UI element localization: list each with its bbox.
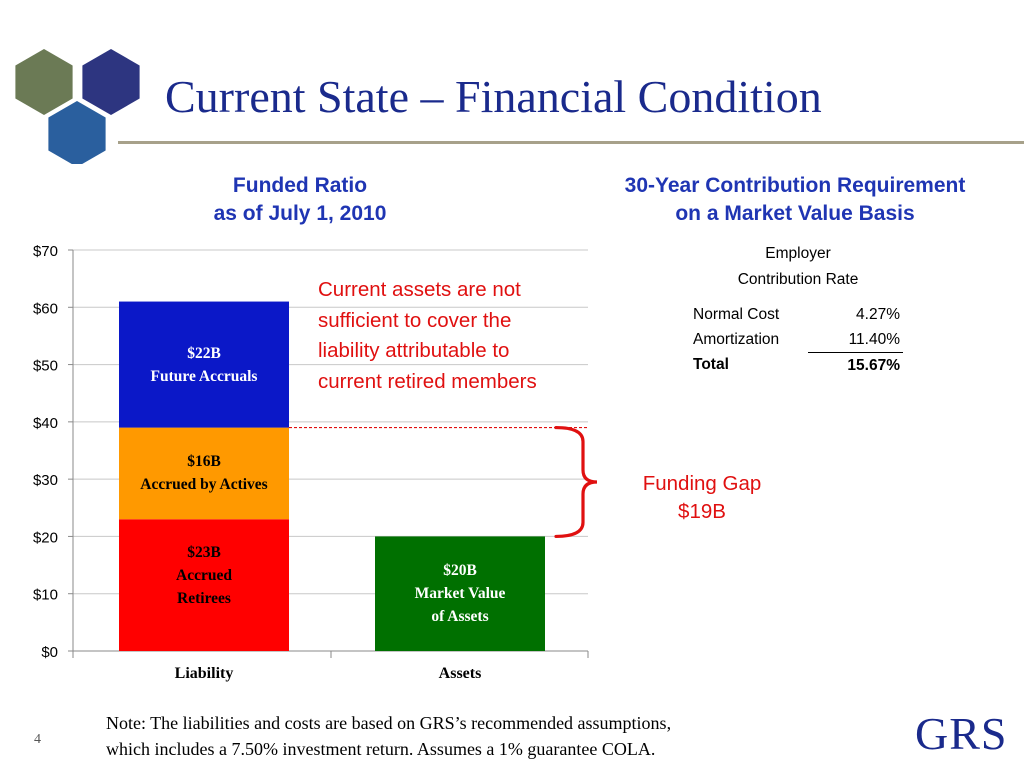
row-label: Amortization	[693, 330, 780, 348]
bar-segment-label-line: of Assets	[431, 608, 489, 626]
slide-title: Current State – Financial Condition	[165, 71, 822, 122]
bar-segment-label-line: Future Accruals	[150, 367, 258, 385]
y-tick-label: $60	[33, 300, 58, 317]
table-row-total: Total 15.67%	[693, 353, 903, 379]
x-category-label: Assets	[438, 665, 482, 682]
table-row: Normal Cost 4.27%	[693, 302, 903, 327]
funding-gap-label: Funding Gap $19B	[612, 470, 792, 526]
chart-title-line: as of July 1, 2010	[213, 202, 387, 225]
contribution-title: 30-Year Contribution Requirement on a Ma…	[580, 172, 1010, 228]
y-tick-label: $0	[41, 644, 58, 661]
bar-segment-label-line: Retirees	[177, 590, 231, 608]
annotation-line: Current assets are not	[318, 278, 521, 301]
rate-header-line: Employer	[765, 245, 831, 262]
bar-segment-label: $22B Future Accruals	[119, 342, 289, 388]
row-value: 4.27%	[856, 305, 900, 323]
funding-gap-brace-icon	[554, 425, 598, 539]
rate-header: Employer Contribution Rate	[698, 241, 898, 293]
bar-segment-label-line: $23B	[187, 544, 221, 562]
x-category-label: Liability	[174, 665, 234, 682]
y-tick-label: $50	[33, 358, 58, 375]
title-divider	[118, 141, 1024, 144]
row-value: 11.40%	[808, 327, 903, 353]
hexagon-logo	[15, 49, 140, 164]
footnote: Note: The liabilities and costs are base…	[106, 710, 846, 762]
bar-segment-label-line: $16B	[187, 453, 221, 471]
annotation-line: liability attributable to	[318, 339, 510, 362]
y-tick-label: $20	[33, 529, 58, 546]
bar-segment-label-line: Accrued	[176, 567, 232, 585]
chart-title: Funded Ratio as of July 1, 2010	[160, 172, 440, 228]
y-tick-label: $70	[33, 243, 58, 260]
y-tick-label: $30	[33, 472, 58, 489]
chart-title-line: Funded Ratio	[232, 174, 368, 197]
bar-segment	[119, 519, 289, 651]
y-tick-label: $40	[33, 415, 58, 432]
bar-segment	[119, 427, 289, 520]
footnote-line: Note: The liabilities and costs are base…	[106, 713, 672, 733]
bar-segment-label-line: $20B	[443, 562, 477, 580]
shortfall-annotation: Current assets are not sufficient to cov…	[318, 275, 608, 397]
bar-segment-label: $20B Market Value of Assets	[375, 559, 545, 628]
bar-segment-label-line: $22B	[187, 344, 221, 362]
bar-segment-label-line: Accrued by Actives	[140, 476, 268, 494]
footnote-line: which includes a 7.50% investment return…	[106, 739, 656, 759]
contribution-rate-table: Normal Cost 4.27% Amortization 11.40% To…	[693, 302, 903, 378]
annotation-line: sufficient to cover the	[318, 308, 512, 332]
bar-segment-label: $16B Accrued by Actives	[119, 450, 289, 496]
row-value: 15.67%	[847, 356, 900, 374]
y-tick-label: $10	[33, 587, 58, 604]
annotation-line: current retired members	[318, 369, 537, 393]
hex-blue-icon	[48, 101, 106, 164]
page-number: 4	[34, 732, 41, 747]
row-label: Normal Cost	[693, 305, 780, 323]
bar-segment	[119, 301, 289, 428]
contribution-title-line: on a Market Value Basis	[675, 202, 915, 225]
bar-segment-label: $23B Accrued Retirees	[119, 541, 289, 610]
bar-segment	[375, 536, 545, 651]
row-label: Total	[693, 356, 729, 374]
hex-olive-icon	[15, 49, 73, 115]
rate-header-line: Contribution Rate	[737, 271, 859, 288]
bar-segment-label-line: Market Value	[414, 585, 506, 603]
grs-logo: GRS	[915, 708, 1008, 759]
contribution-title-line: 30-Year Contribution Requirement	[624, 174, 966, 197]
table-row: Amortization 11.40%	[693, 327, 903, 353]
funding-gap-line: $19B	[678, 500, 726, 523]
funding-gap-line: Funding Gap	[642, 472, 762, 495]
hex-navy-icon	[82, 49, 140, 115]
